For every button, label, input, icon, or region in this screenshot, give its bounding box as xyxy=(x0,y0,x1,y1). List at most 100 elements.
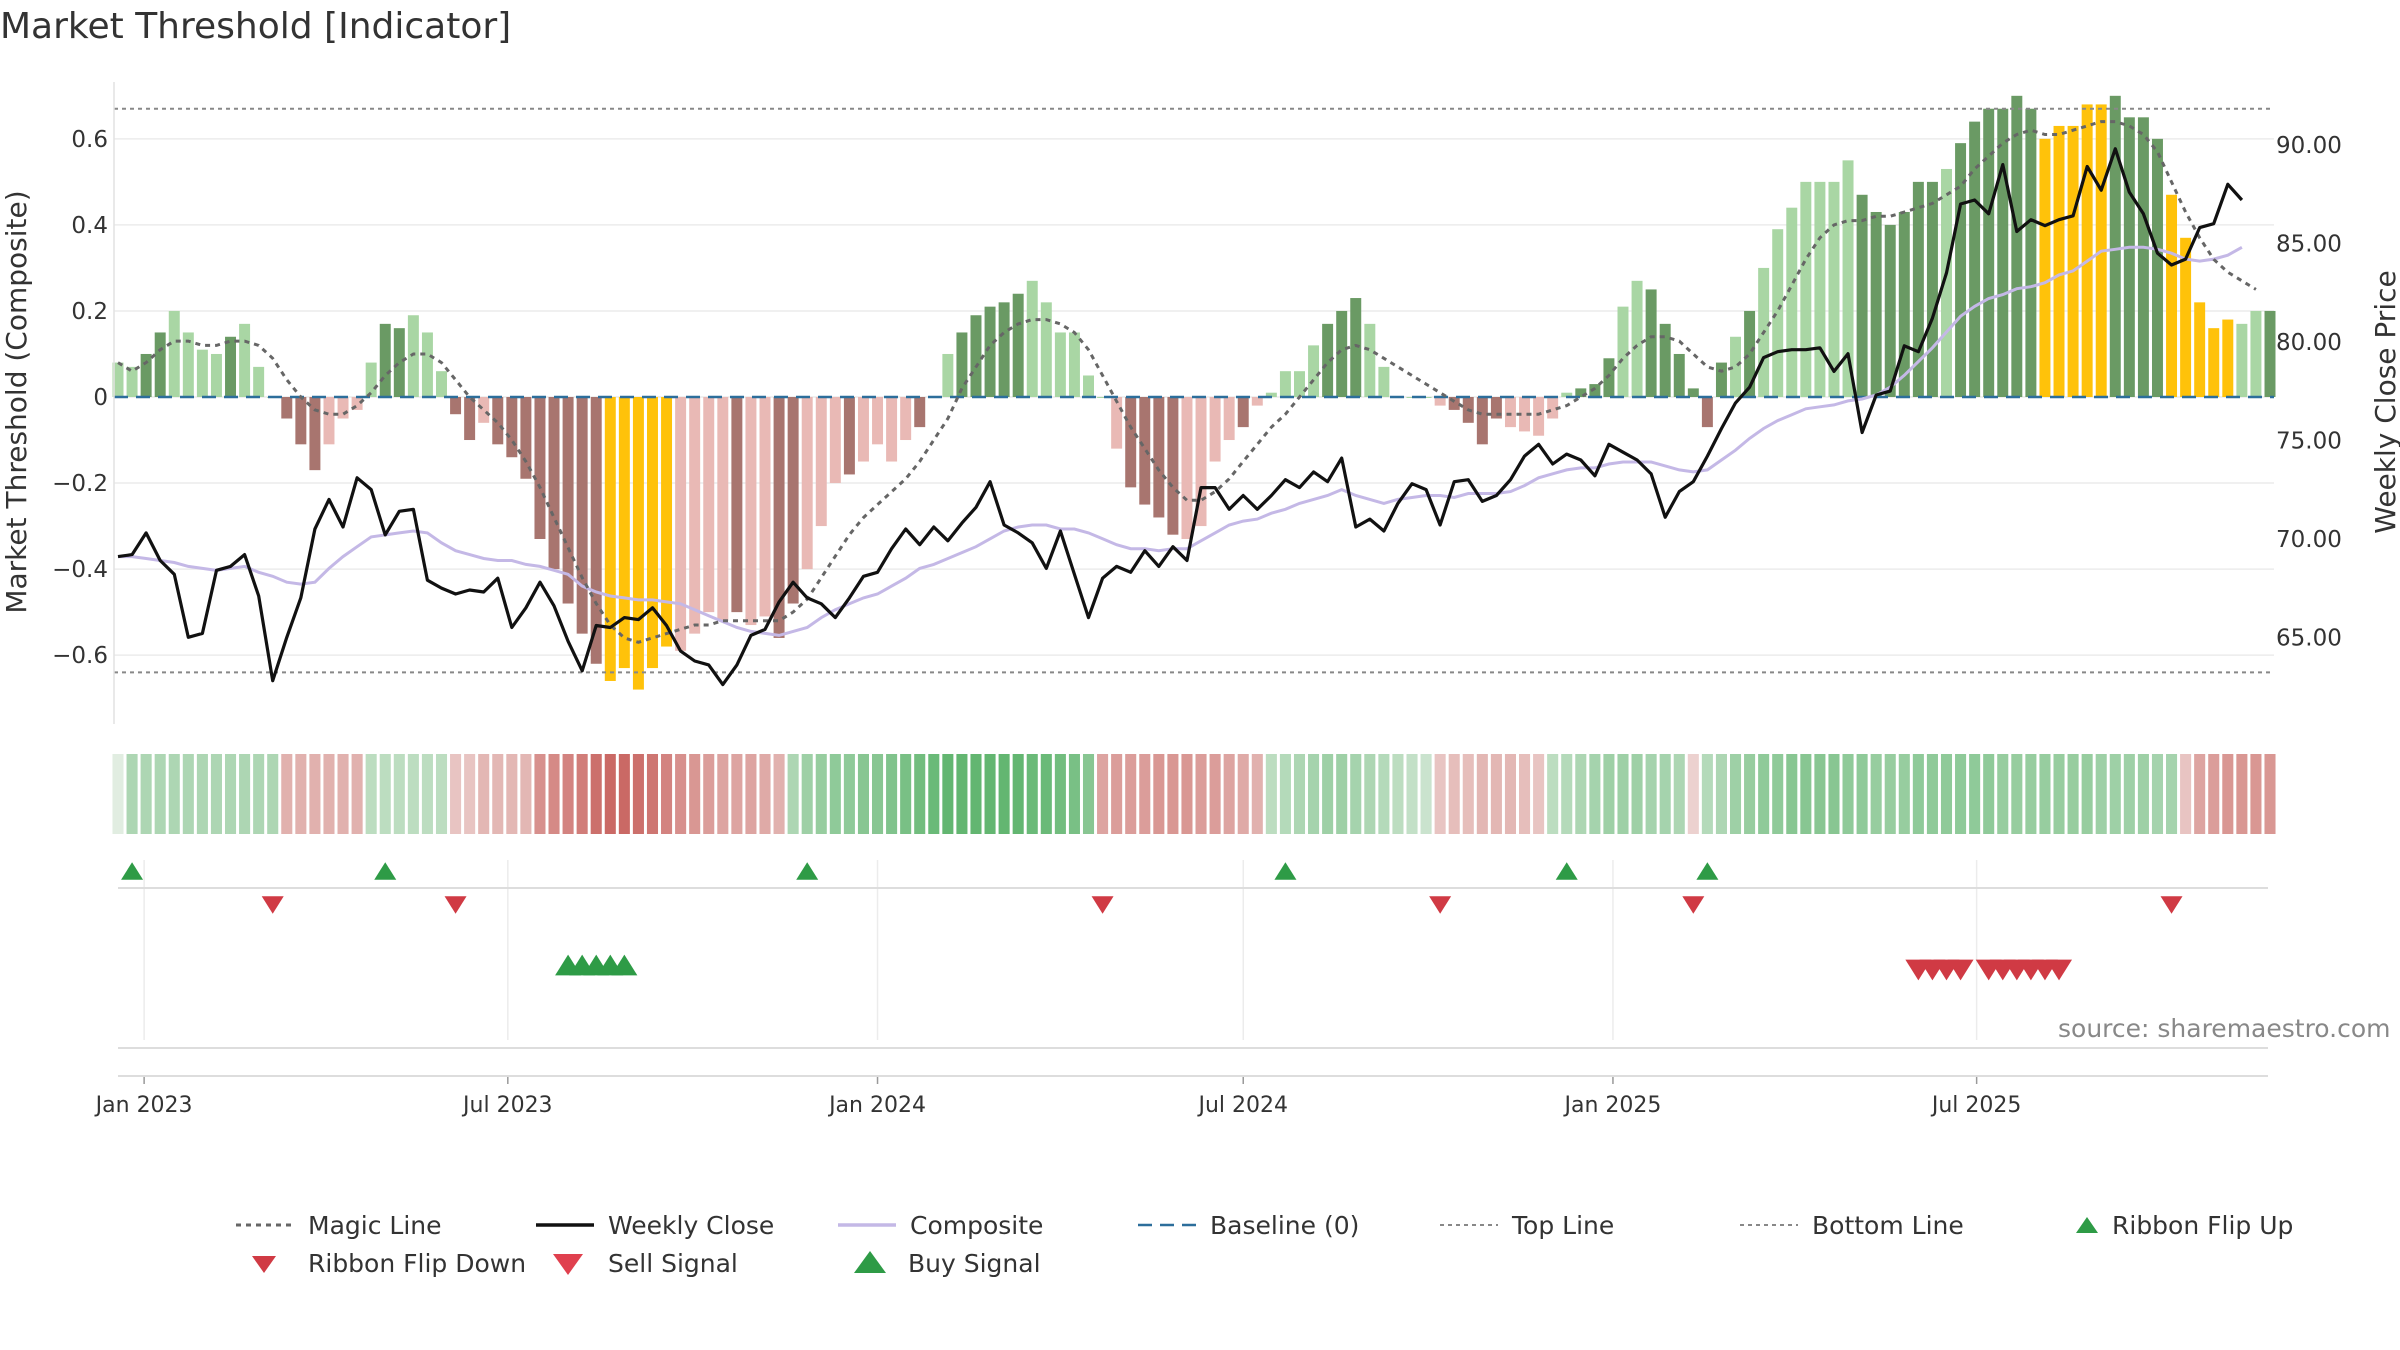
composite-bar xyxy=(2208,328,2220,397)
composite-bar xyxy=(900,397,912,441)
ribbon-cell xyxy=(154,754,166,834)
composite-bar xyxy=(2151,138,2163,397)
composite-bar xyxy=(337,397,349,419)
ribbon-cell xyxy=(1378,754,1390,834)
ribbon-cell xyxy=(478,754,490,834)
ribbon-cell xyxy=(829,754,841,834)
ribbon-cell xyxy=(1800,754,1812,834)
composite-bar xyxy=(1125,397,1137,488)
ribbon-cell xyxy=(1223,754,1235,834)
y-right-tick-label: 90.00 xyxy=(2276,133,2342,159)
composite-bar xyxy=(1997,108,2009,397)
composite-bar xyxy=(689,397,701,634)
ribbon-cell xyxy=(1279,754,1291,834)
ribbon-cell xyxy=(295,754,307,834)
ribbon-cell xyxy=(2123,754,2135,834)
composite-bar xyxy=(1561,392,1573,397)
ribbon-cell xyxy=(168,754,180,834)
composite-bar xyxy=(731,397,743,613)
ribbon-cell xyxy=(140,754,152,834)
composite-bar xyxy=(1181,397,1193,539)
composite-bar xyxy=(1434,397,1446,406)
composite-bar xyxy=(239,323,251,397)
y-tick-label: 0 xyxy=(93,385,108,411)
ribbon-cell xyxy=(886,754,898,834)
composite-bar xyxy=(1026,280,1038,397)
ribbon-cell xyxy=(323,754,335,834)
ribbon-cell xyxy=(1040,754,1052,834)
composite-bar xyxy=(632,397,644,690)
y-tick-label: −0.2 xyxy=(52,471,108,497)
composite-bar xyxy=(1800,181,1812,397)
x-tick-label: Jul 2023 xyxy=(461,1093,553,1118)
composite-bar xyxy=(534,397,546,539)
ribbon-cell xyxy=(2194,754,2206,834)
ribbon-cell xyxy=(2264,754,2276,834)
composite-bar xyxy=(2011,95,2023,397)
ribbon-cell xyxy=(1012,754,1024,834)
composite-bar xyxy=(1476,397,1488,445)
composite-bar xyxy=(478,397,490,423)
composite-bar xyxy=(1814,181,1826,397)
ribbon-cell xyxy=(562,754,574,834)
legend-label: Top Line xyxy=(1511,1211,1614,1240)
composite-bar xyxy=(548,397,560,570)
composite-bar xyxy=(2194,302,2206,397)
ribbon-cell xyxy=(1293,754,1306,834)
ribbon-cell xyxy=(1842,754,1854,834)
ribbon-cell xyxy=(1125,754,1137,834)
ribbon-cell xyxy=(900,754,912,834)
ribbon-cell xyxy=(1786,754,1798,834)
composite-bar xyxy=(225,336,237,397)
legend-label: Buy Signal xyxy=(908,1249,1041,1278)
lines xyxy=(114,107,2274,687)
composite-bar xyxy=(1083,375,1094,397)
composite-bar xyxy=(815,397,827,527)
composite-bar xyxy=(872,397,884,445)
ribbon-cell xyxy=(1898,754,1910,834)
composite-bar xyxy=(1308,345,1320,397)
ribbon-cell xyxy=(2067,754,2079,834)
composite-bar xyxy=(253,366,265,397)
composite-bar xyxy=(1040,302,1052,397)
ribbon-cell xyxy=(759,754,771,834)
ribbon-flip-up-marker xyxy=(796,862,819,880)
x-tick-label: Jan 2023 xyxy=(94,1093,193,1118)
composite-bar xyxy=(2067,125,2079,398)
ribbon-cell xyxy=(1139,754,1151,834)
composite-bar xyxy=(1912,181,1924,397)
ribbon-cell xyxy=(407,754,419,834)
x-tick-label: Jul 2025 xyxy=(1930,1093,2022,1118)
ribbon-cell xyxy=(379,754,391,834)
x-tick-label: Jul 2024 xyxy=(1196,1093,1288,1118)
ribbon-cell xyxy=(2180,754,2192,834)
ribbon-cell xyxy=(815,754,827,834)
ribbon-cell xyxy=(914,754,926,834)
composite-bar xyxy=(1054,332,1066,397)
composite-bar xyxy=(717,397,729,621)
composite-bar xyxy=(309,397,321,471)
composite-bar xyxy=(1926,181,1938,397)
ribbon-cell xyxy=(675,754,687,834)
legend: Magic Line Weekly Close Composite Baseline … xyxy=(236,1211,2293,1278)
composite-bar xyxy=(1955,143,1967,397)
composite-bar xyxy=(2053,125,2065,398)
composite-bar xyxy=(661,397,673,647)
composite-bar xyxy=(1645,289,1657,397)
ribbon-flip-up-marker xyxy=(121,862,144,880)
legend-item: Composite xyxy=(838,1211,1043,1240)
legend-label: Ribbon Flip Up xyxy=(2112,1211,2293,1240)
ribbon-cell xyxy=(267,754,279,834)
ribbon-cell xyxy=(2011,754,2023,834)
ribbon-cell xyxy=(2109,754,2121,834)
ribbon-strip xyxy=(112,754,2276,834)
composite-bar xyxy=(295,397,307,445)
composite-bar xyxy=(2236,323,2248,397)
composite-bar xyxy=(1603,358,1615,397)
y-right-tick-label: 70.00 xyxy=(2276,527,2342,553)
ribbon-cell xyxy=(1912,754,1924,834)
ribbon-cell xyxy=(1167,754,1179,834)
ribbon-cell xyxy=(1068,754,1080,834)
ribbon-cell xyxy=(2250,754,2262,834)
